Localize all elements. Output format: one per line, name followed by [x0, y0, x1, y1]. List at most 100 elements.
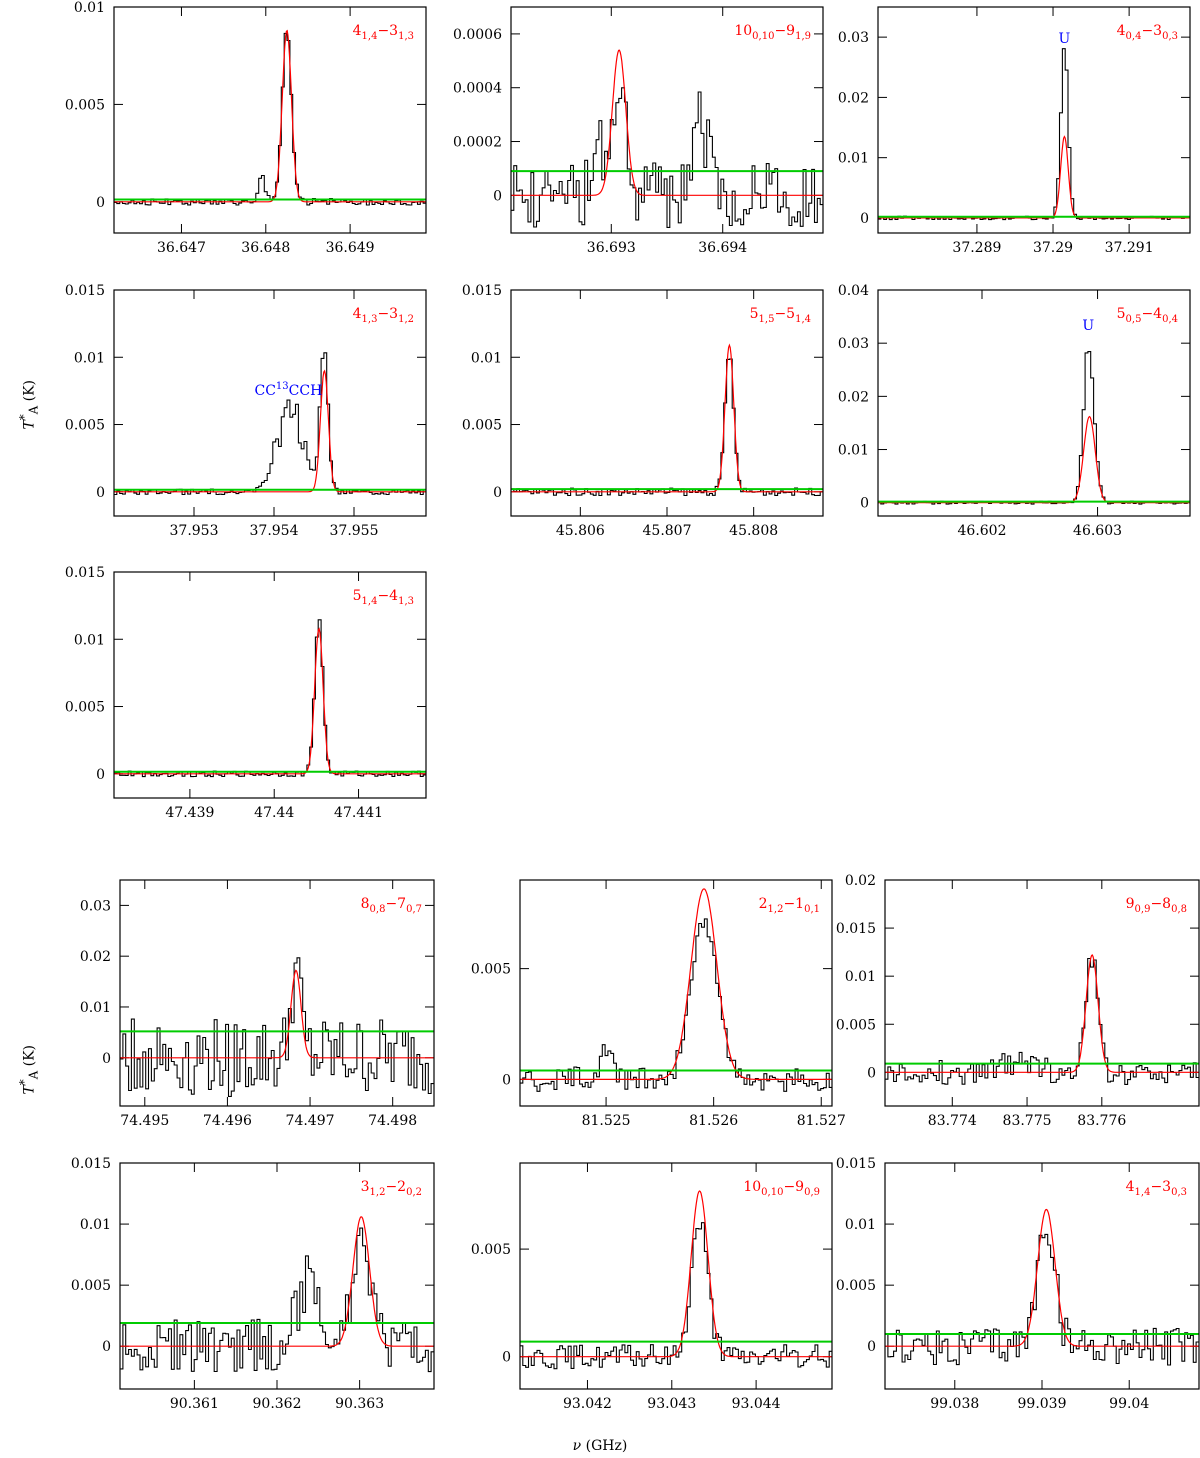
transition-label: 21,2−10,1 [759, 896, 820, 915]
y-tick-label: 0.005 [71, 1278, 111, 1294]
x-tick-label: 99.038 [930, 1396, 979, 1412]
panel-frame [510, 289, 824, 517]
x-tick-label: 74.497 [286, 1113, 335, 1129]
transition-label: 41,4−30,3 [1126, 1179, 1187, 1198]
model-fit-curve [520, 1190, 832, 1358]
transition-label: 40,4−30,3 [1117, 23, 1178, 42]
x-tick-label: 37.289 [952, 240, 1001, 256]
observed-spectrum [520, 1222, 832, 1370]
observed-spectrum [114, 352, 426, 496]
x-tick-label: 36.648 [241, 240, 290, 256]
x-tick-label: 81.526 [689, 1113, 738, 1129]
y-tick-label: 0.005 [462, 418, 502, 434]
y-tick-label: 0.015 [71, 1156, 111, 1172]
panel-frame [519, 1162, 833, 1390]
y-tick-label: 0.0004 [453, 81, 502, 97]
y-tick-label: 0 [493, 485, 502, 501]
y-tick-label: 0.005 [65, 418, 105, 434]
y-tick-label: 0 [102, 1339, 111, 1355]
x-tick-label: 37.954 [250, 523, 299, 539]
y-tick-label: 0.01 [845, 1217, 876, 1233]
y-tick-label: 0.02 [838, 389, 869, 405]
spectrum-panel-4: 37.953 37.954 37.955 0 0.005 0.01 0.015 41,3−31… [65, 283, 427, 539]
y-tick-label: 0.02 [845, 873, 876, 889]
y-tick-label: 0.01 [845, 969, 876, 985]
y-tick-label: 0.005 [65, 97, 105, 113]
y-tick-label: 0.005 [836, 1278, 876, 1294]
model-fit-curve [120, 1216, 434, 1347]
model-fit-curve [114, 29, 426, 203]
x-tick-label: 46.603 [1073, 523, 1122, 539]
y-tick-label: 0.01 [74, 350, 105, 366]
y-tick-label: 0.01 [80, 1000, 111, 1016]
y-tick-label: 0 [860, 496, 869, 512]
model-fit-curve [878, 135, 1190, 219]
model-fit-curve [885, 1208, 1199, 1347]
model-fit-curve [885, 954, 1199, 1073]
y-tick-label: 0.01 [74, 0, 105, 16]
x-tick-label: 37.291 [1105, 240, 1154, 256]
y-tick-label: 0.0002 [453, 135, 502, 151]
panel-frame [113, 571, 427, 799]
observed-spectrum [878, 351, 1190, 505]
spectrum-panel-9: 81.525 81.526 81.527 0 0.005 21,2−10,1 [471, 879, 846, 1129]
x-tick-label: 81.527 [797, 1113, 846, 1129]
y-tick-label: 0.0006 [453, 27, 502, 43]
x-tick-label: 81.525 [582, 1113, 631, 1129]
model-fit-curve [120, 969, 434, 1059]
panel-frame [510, 6, 824, 234]
x-tick-label: 37.29 [1033, 240, 1073, 256]
spectrum-panel-2: 36.693 36.694 0 0.0002 0.0004 0.0006 100,10−91… [453, 6, 824, 256]
y-tick-label: 0 [96, 767, 105, 783]
spectrum-panel-5: 45.806 45.807 45.808 0 0.005 0.01 0.015 51,5−51… [462, 283, 824, 539]
y-tick-label: 0.015 [65, 565, 105, 581]
x-tick-label: 93.043 [647, 1396, 696, 1412]
model-fit-curve [114, 627, 426, 775]
transition-label: 80,8−70,7 [361, 896, 422, 915]
x-tick-label: 93.044 [732, 1396, 781, 1412]
spectrum-panel-6: 46.602 46.603 0 0.01 0.02 0.03 0.04 50,5−40,4 U [838, 283, 1191, 539]
y-tick-label: 0 [102, 1051, 111, 1067]
spectrum-panel-8: 74.495 74.496 74.497 74.498 0 0.01 0.02 0.03 80,… [80, 879, 435, 1129]
y-tick-label: 0 [502, 1350, 511, 1366]
y-tick-label: 0 [493, 188, 502, 204]
observed-spectrum [120, 1227, 434, 1373]
x-tick-label: 45.807 [643, 523, 692, 539]
spectrum-panel-10: 83.774 83.775 83.776 0 0.005 0.01 0.015 0.02 90,… [836, 873, 1200, 1129]
y-tick-label: 0.015 [836, 1156, 876, 1172]
observed-spectrum [120, 957, 434, 1097]
observed-spectrum [885, 957, 1199, 1085]
observed-spectrum [885, 1233, 1199, 1366]
y-tick-label: 0.01 [838, 443, 869, 459]
x-tick-label: 90.362 [253, 1396, 302, 1412]
transition-label: 51,5−51,4 [750, 306, 811, 325]
x-tick-label: 90.361 [170, 1396, 219, 1412]
spectrum-panel-13: 99.038 99.039 99.04 0 0.005 0.01 0.015 41,4−30,… [836, 1156, 1200, 1412]
panel-frame [119, 879, 435, 1107]
y-tick-label: 0 [860, 211, 869, 227]
panel-frame [884, 879, 1200, 1107]
x-tick-label: 36.647 [157, 240, 206, 256]
y-tick-label: 0.005 [836, 1017, 876, 1033]
panel-frame [877, 6, 1191, 234]
x-tick-label: 37.955 [330, 523, 379, 539]
y-tick-label: 0 [867, 1339, 876, 1355]
model-fit-curve [114, 369, 426, 493]
transition-label: 51,4−41,3 [353, 588, 414, 607]
x-tick-label: 45.808 [729, 523, 778, 539]
y-tick-label: 0.02 [838, 90, 869, 106]
x-tick-label: 74.498 [368, 1113, 417, 1129]
x-tick-label: 83.774 [928, 1113, 977, 1129]
observed-spectrum [114, 619, 426, 778]
spectrum-panel-1: 36.647 36.648 36.649 0 0.005 0.01 41,4−31,3 [65, 0, 427, 256]
x-tick-label: 46.602 [958, 523, 1007, 539]
y-tick-label: 0.005 [471, 1242, 511, 1258]
model-fit-curve [878, 415, 1190, 504]
transition-label: 41,4−31,3 [353, 23, 414, 42]
x-tick-label: 36.694 [698, 240, 747, 256]
transition-label: 100,10−91,9 [734, 23, 811, 42]
y-tick-label: 0.015 [462, 283, 502, 299]
panel-frame [113, 6, 427, 234]
y-axis-label-top: T*A (K) [16, 380, 41, 430]
x-tick-label: 47.439 [165, 805, 214, 821]
